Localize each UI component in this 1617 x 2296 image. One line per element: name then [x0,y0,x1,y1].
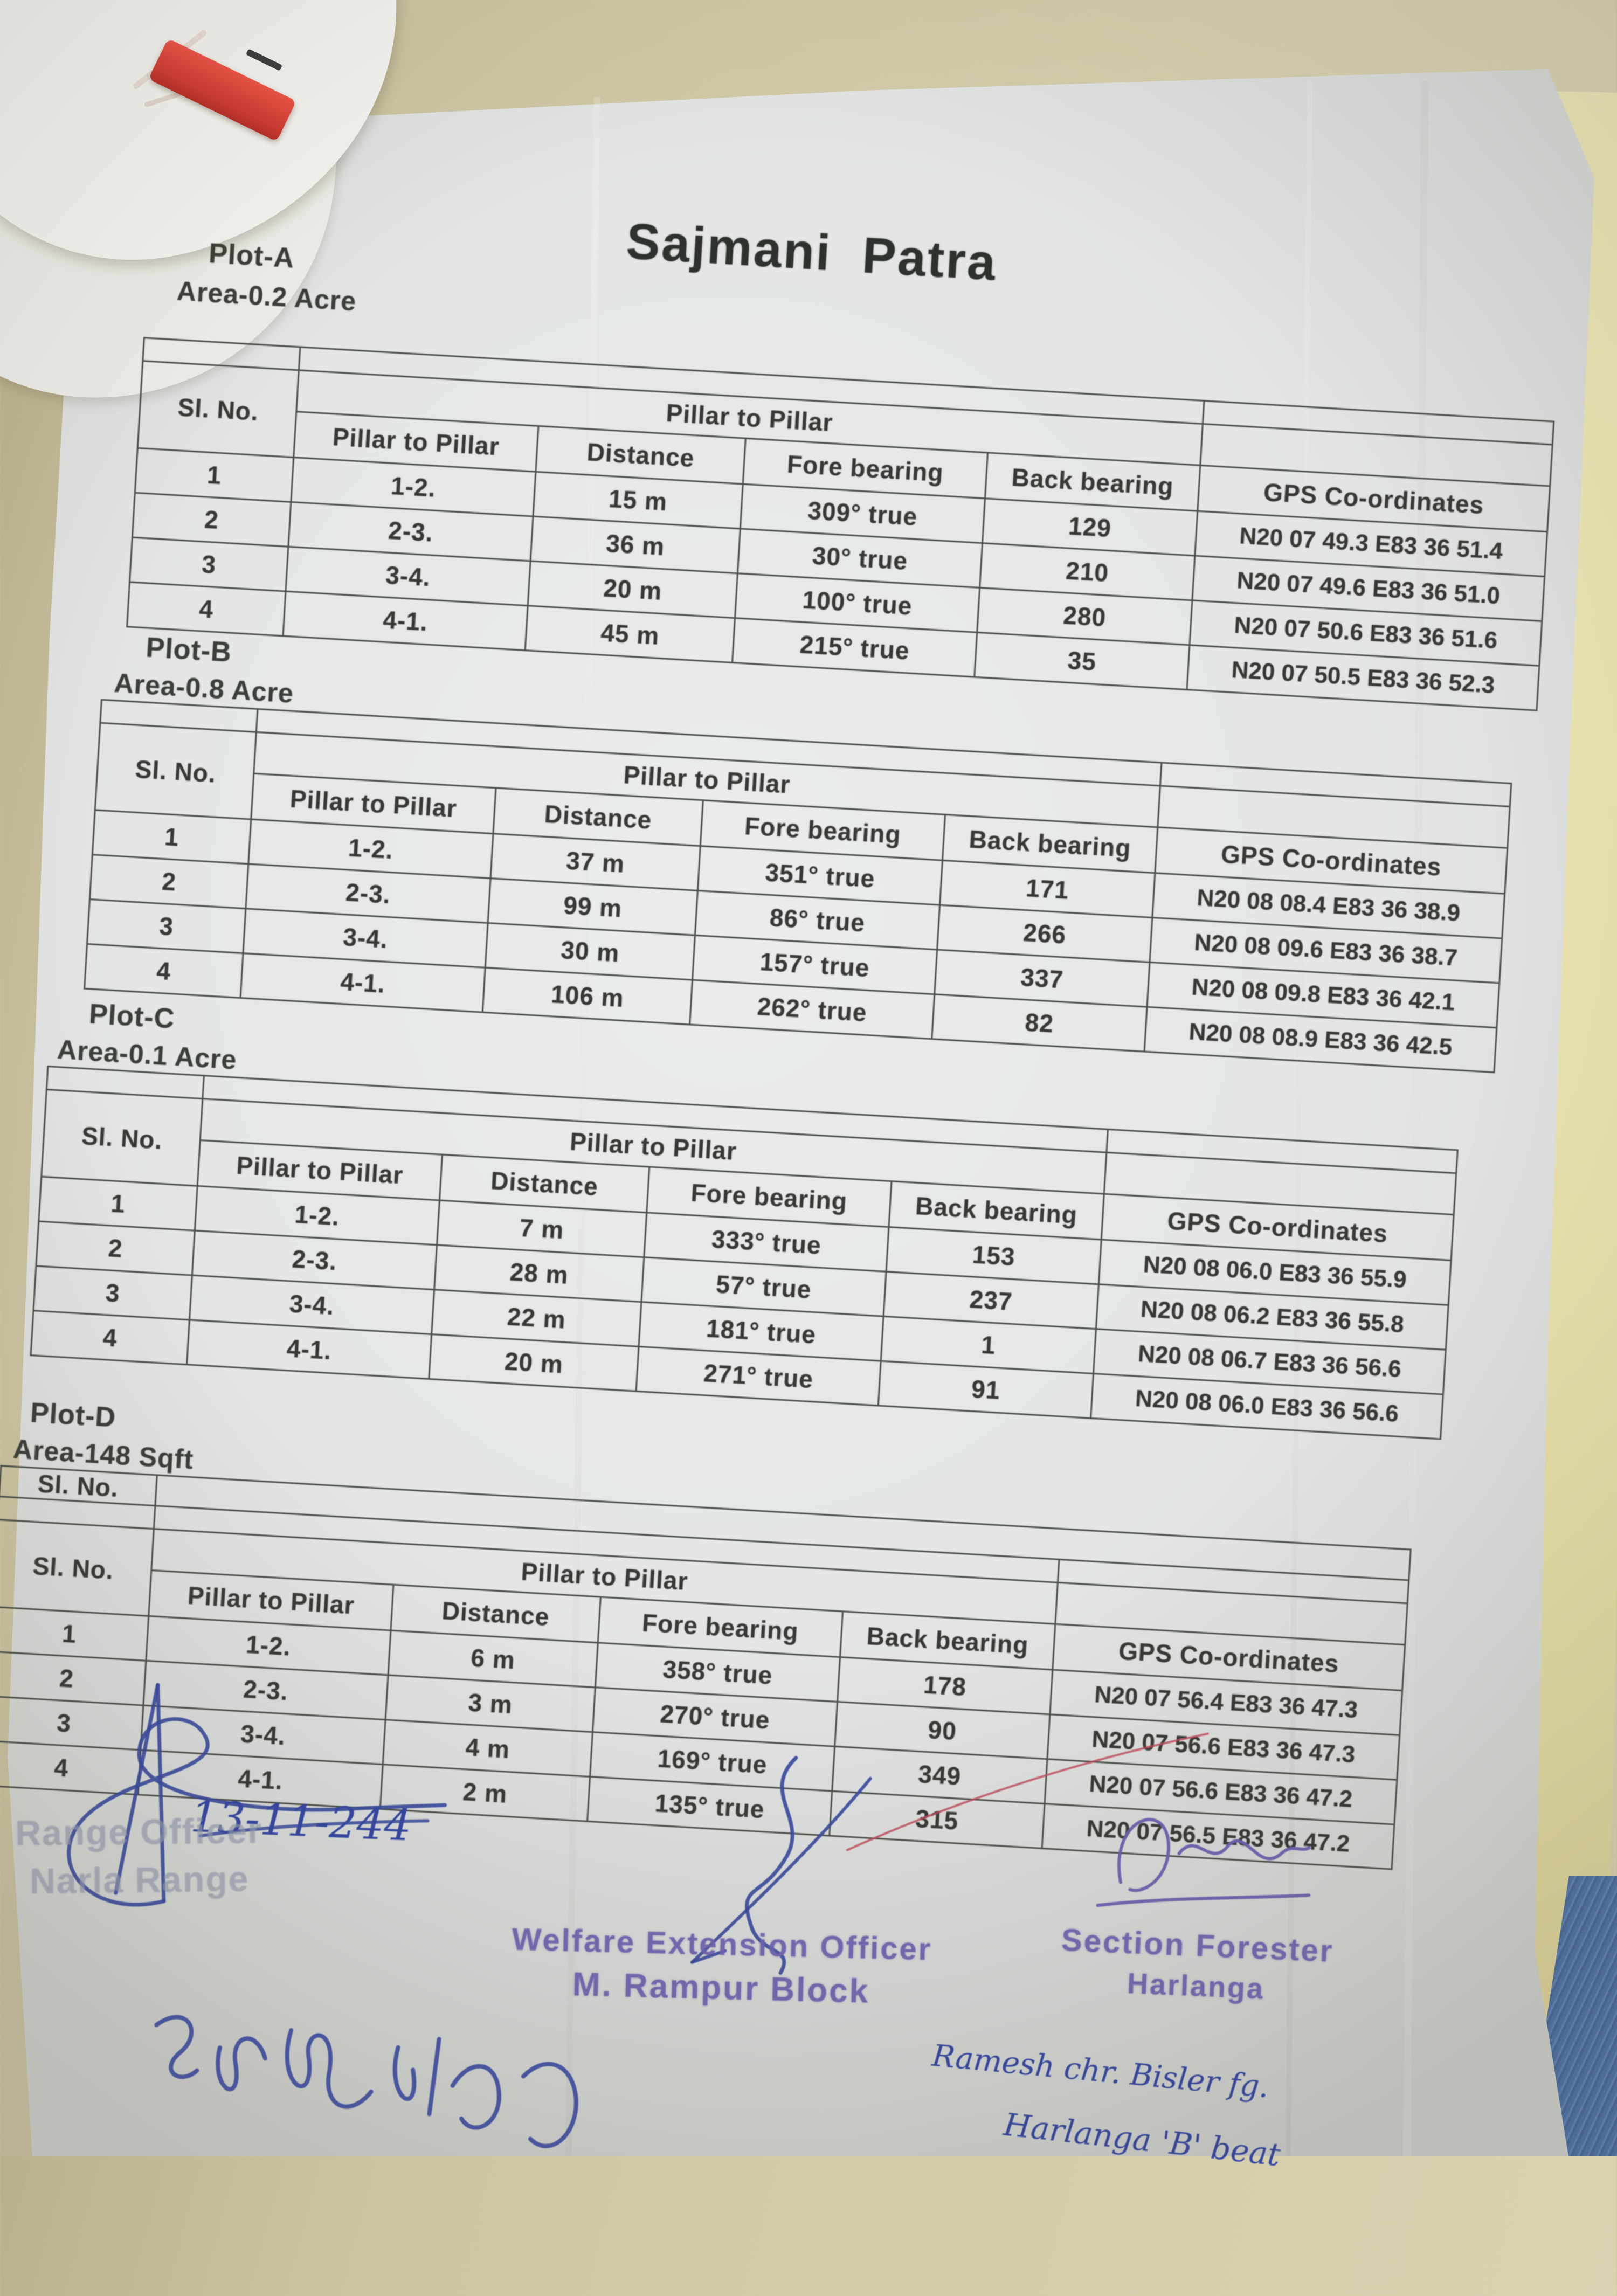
section-forester-stamp: Section Forester Harlanga [1022,1918,1371,2014]
page-title: Sajmani Patra [625,212,999,291]
plot-b-label: Plot-B [145,632,233,668]
plot-a-label: Plot-A [208,238,295,274]
header-sl-no: Sl. No. [95,723,257,820]
range-officer-stamp: Range Officer Narla Range [15,1807,264,1905]
handwritten-beat: Harlanga 'B' beat [1001,2106,1282,2174]
table-cell: 1 [0,1607,149,1661]
table-cell: 4 [84,944,244,998]
welfare-officer-signature [690,1756,872,1975]
header-sl-no: Sl. No. [0,1519,154,1616]
plot-d-label: Plot-D [29,1397,117,1434]
photo-of-document: { "title": "Sajmani Patra", "table_heade… [0,0,1617,2173]
plot-a-area: Area-0.2 Acre [176,275,357,317]
plot-c-label: Plot-C [88,998,176,1035]
red-tag-bar [148,38,297,142]
table-cell: 4 [127,582,286,636]
plot-c-table: Sl. No. Pillar to Pillar Pillar to Pilla… [30,1066,1458,1440]
red-ribbon-tag [121,19,315,181]
red-tag-tip [245,49,283,71]
document-content: Sajmani Patra Plot-A Area-0.2 Acre Sl. N… [0,162,1558,2295]
handwritten-name: Ramesh chr. Bisler fg. [930,2038,1271,2105]
header-sl-no: Sl. No. [41,1089,203,1186]
plot-b-table: Sl. No. Pillar to Pillar Pillar to Pilla… [84,699,1512,1074]
stamp-line: Range Officer [15,1810,263,1854]
range-officer-signature [67,1683,447,1907]
table-cell: 4 [31,1310,190,1365]
header-sl-no: Sl. No. [137,361,299,458]
odia-script-signature [154,2015,578,2148]
section-forester-signature [1096,1817,1311,1907]
plot-a-table: Sl. No. Pillar to Pillar Pillar to Pilla… [126,337,1554,711]
stamp-line: Narla Range [29,1858,250,1901]
welfare-extension-officer-stamp: Welfare Extension Officer M. Rampur Bloc… [500,1918,944,2016]
red-pen-mark [846,1732,1209,1851]
